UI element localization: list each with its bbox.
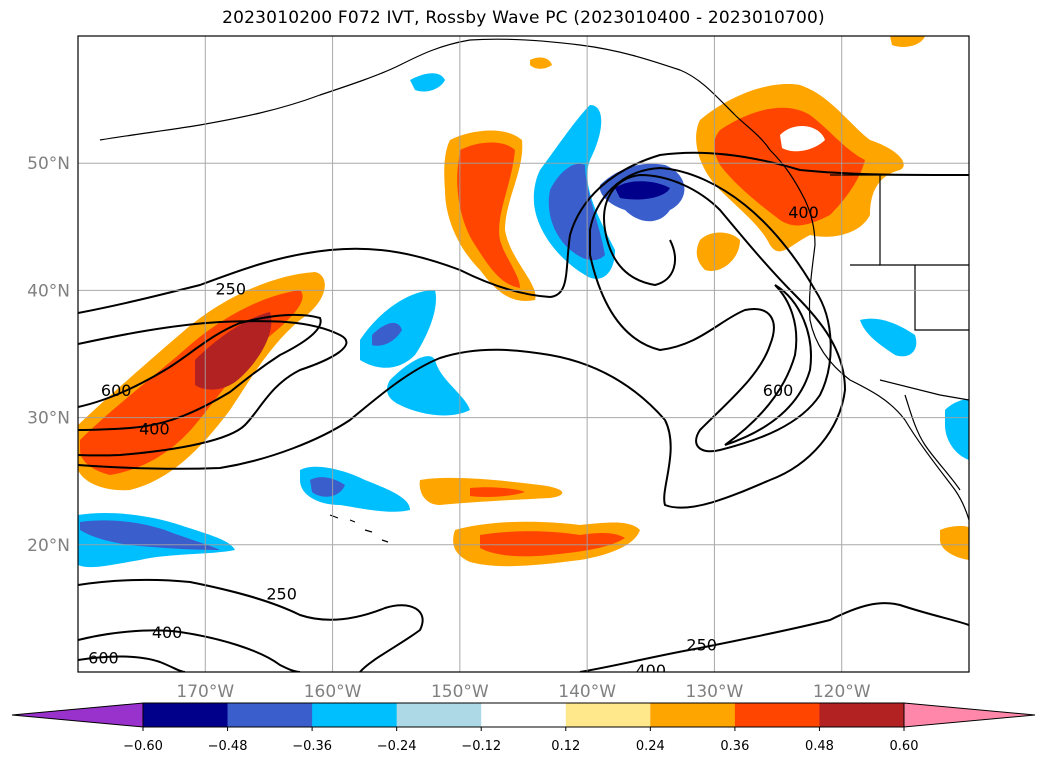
contour-label: 250: [215, 279, 246, 298]
map-plot-area: 250 600 400 250 400 600 250 400 600 400: [78, 36, 969, 680]
lon-tick-label: 130°W: [686, 682, 744, 702]
map-frame: [77, 35, 970, 673]
map-title: 2023010200 F072 IVT, Rossby Wave PC (202…: [222, 8, 825, 28]
colorbar-segment: [565, 703, 651, 727]
hawaii-islands: [329, 514, 389, 543]
lon-tick-label: 170°W: [176, 682, 234, 702]
ivt-contour-250-north: [78, 151, 969, 314]
negative-anomaly-mid: [387, 356, 470, 416]
ivt-contour-400-south: [78, 629, 301, 672]
colorbar-segment: [312, 703, 398, 727]
ivt-contour-250-se: [579, 602, 969, 672]
contour-label: 400: [788, 203, 819, 222]
ivt-contour-600-west: [78, 313, 322, 431]
state-border-1: [879, 175, 969, 266]
colorbar-segment: [143, 703, 229, 727]
ivt-contour-600-south: [78, 655, 186, 672]
positive-anomaly-north-core: [457, 142, 520, 288]
lat-tick-label: 20°N: [27, 536, 70, 556]
colorbar-tick-label: 0.60: [890, 739, 919, 754]
bc-coast: [734, 114, 816, 246]
rossby-wave-pc-shading: [78, 36, 969, 568]
colorbar-tick-label: −0.60: [123, 739, 163, 754]
lon-tick-label: 120°W: [813, 682, 871, 702]
positive-anomaly-mid-small: [696, 232, 740, 271]
colorbar-tick-label: −0.12: [461, 739, 501, 754]
contour-label: 600: [101, 381, 132, 400]
latitude-labels: 20°N 30°N 40°N 50°N: [27, 154, 70, 556]
colorbar-segment: [734, 703, 820, 727]
state-border-3: [914, 265, 969, 331]
colorbar-segment: [650, 703, 736, 727]
ivt-contour-600-loop: [724, 284, 812, 446]
gridlines: [78, 36, 969, 672]
colorbar-tick-label: −0.36: [292, 739, 332, 754]
positive-anomaly-subtropical-1-core: [470, 487, 525, 497]
contour-label: 600: [88, 648, 119, 667]
ivt-contour-250-south: [78, 578, 424, 672]
negative-anomaly-low-core: [615, 181, 670, 200]
contour-label: 400: [636, 661, 667, 680]
ivt-contour-400-west: [78, 320, 348, 457]
lat-tick-label: 50°N: [27, 154, 70, 174]
positive-anomaly-ne-corner: [890, 36, 925, 47]
contour-label: 250: [266, 585, 297, 604]
contour-label: 400: [139, 419, 170, 438]
lon-tick-label: 140°W: [558, 682, 616, 702]
ivt-contour-250-loop: [78, 173, 847, 509]
colorbar: −0.60 −0.48 −0.36 −0.24 −0.12 0.12 0.24 0.36 0.4…: [11, 702, 1036, 754]
colorbar-under-extension: [11, 702, 144, 728]
colorbar-segment: [819, 703, 905, 727]
contour-label: 250: [686, 636, 717, 655]
colorbar-segment: [481, 703, 567, 727]
coastlines: [99, 38, 969, 543]
lat-tick-label: 30°N: [27, 409, 70, 429]
colorbar-tick-label: 0.36: [720, 739, 749, 754]
colorbar-segment: [227, 703, 313, 727]
longitude-labels: 170°W 160°W 150°W 140°W 130°W 120°W: [176, 682, 870, 702]
lat-tick-label: 40°N: [27, 281, 70, 301]
colorbar-frame: [142, 702, 905, 728]
ivt-contours: [78, 151, 969, 672]
contour-label: 600: [763, 381, 794, 400]
state-border-4: [879, 379, 969, 401]
colorbar-tick-label: 0.12: [551, 739, 580, 754]
positive-anomaly-subtropical-2-core: [480, 531, 625, 557]
negative-anomaly-sw-core: [80, 520, 220, 550]
negative-anomaly-alaska: [410, 73, 445, 92]
positive-anomaly-se-edge: [940, 525, 969, 560]
lon-tick-label: 150°W: [431, 682, 489, 702]
colorbar-tick-label: −0.24: [377, 739, 417, 754]
positive-anomaly-north-small: [530, 57, 552, 69]
positive-anomaly-northeast-hole: [780, 125, 825, 152]
colorbar-over-extension: [903, 702, 1036, 728]
contour-labels: 250 600 400 250 400 600 250 400 600 400: [88, 203, 819, 680]
colorbar-tick-label: 0.48: [805, 739, 834, 754]
negative-anomaly-east-edge: [945, 399, 969, 460]
contour-label: 400: [152, 623, 183, 642]
positive-anomaly-west-max: [195, 312, 272, 390]
colorbar-tick-label: −0.48: [208, 739, 248, 754]
colorbar-tick-label: 0.24: [636, 739, 665, 754]
lon-tick-label: 160°W: [304, 682, 362, 702]
negative-anomaly-coast: [860, 318, 917, 357]
us-west-coast: [808, 244, 969, 521]
baja-coast: [904, 394, 961, 491]
colorbar-segment: [396, 703, 482, 727]
negative-anomaly-hawaii-core: [310, 477, 345, 497]
negative-anomaly-central-core: [372, 322, 402, 346]
